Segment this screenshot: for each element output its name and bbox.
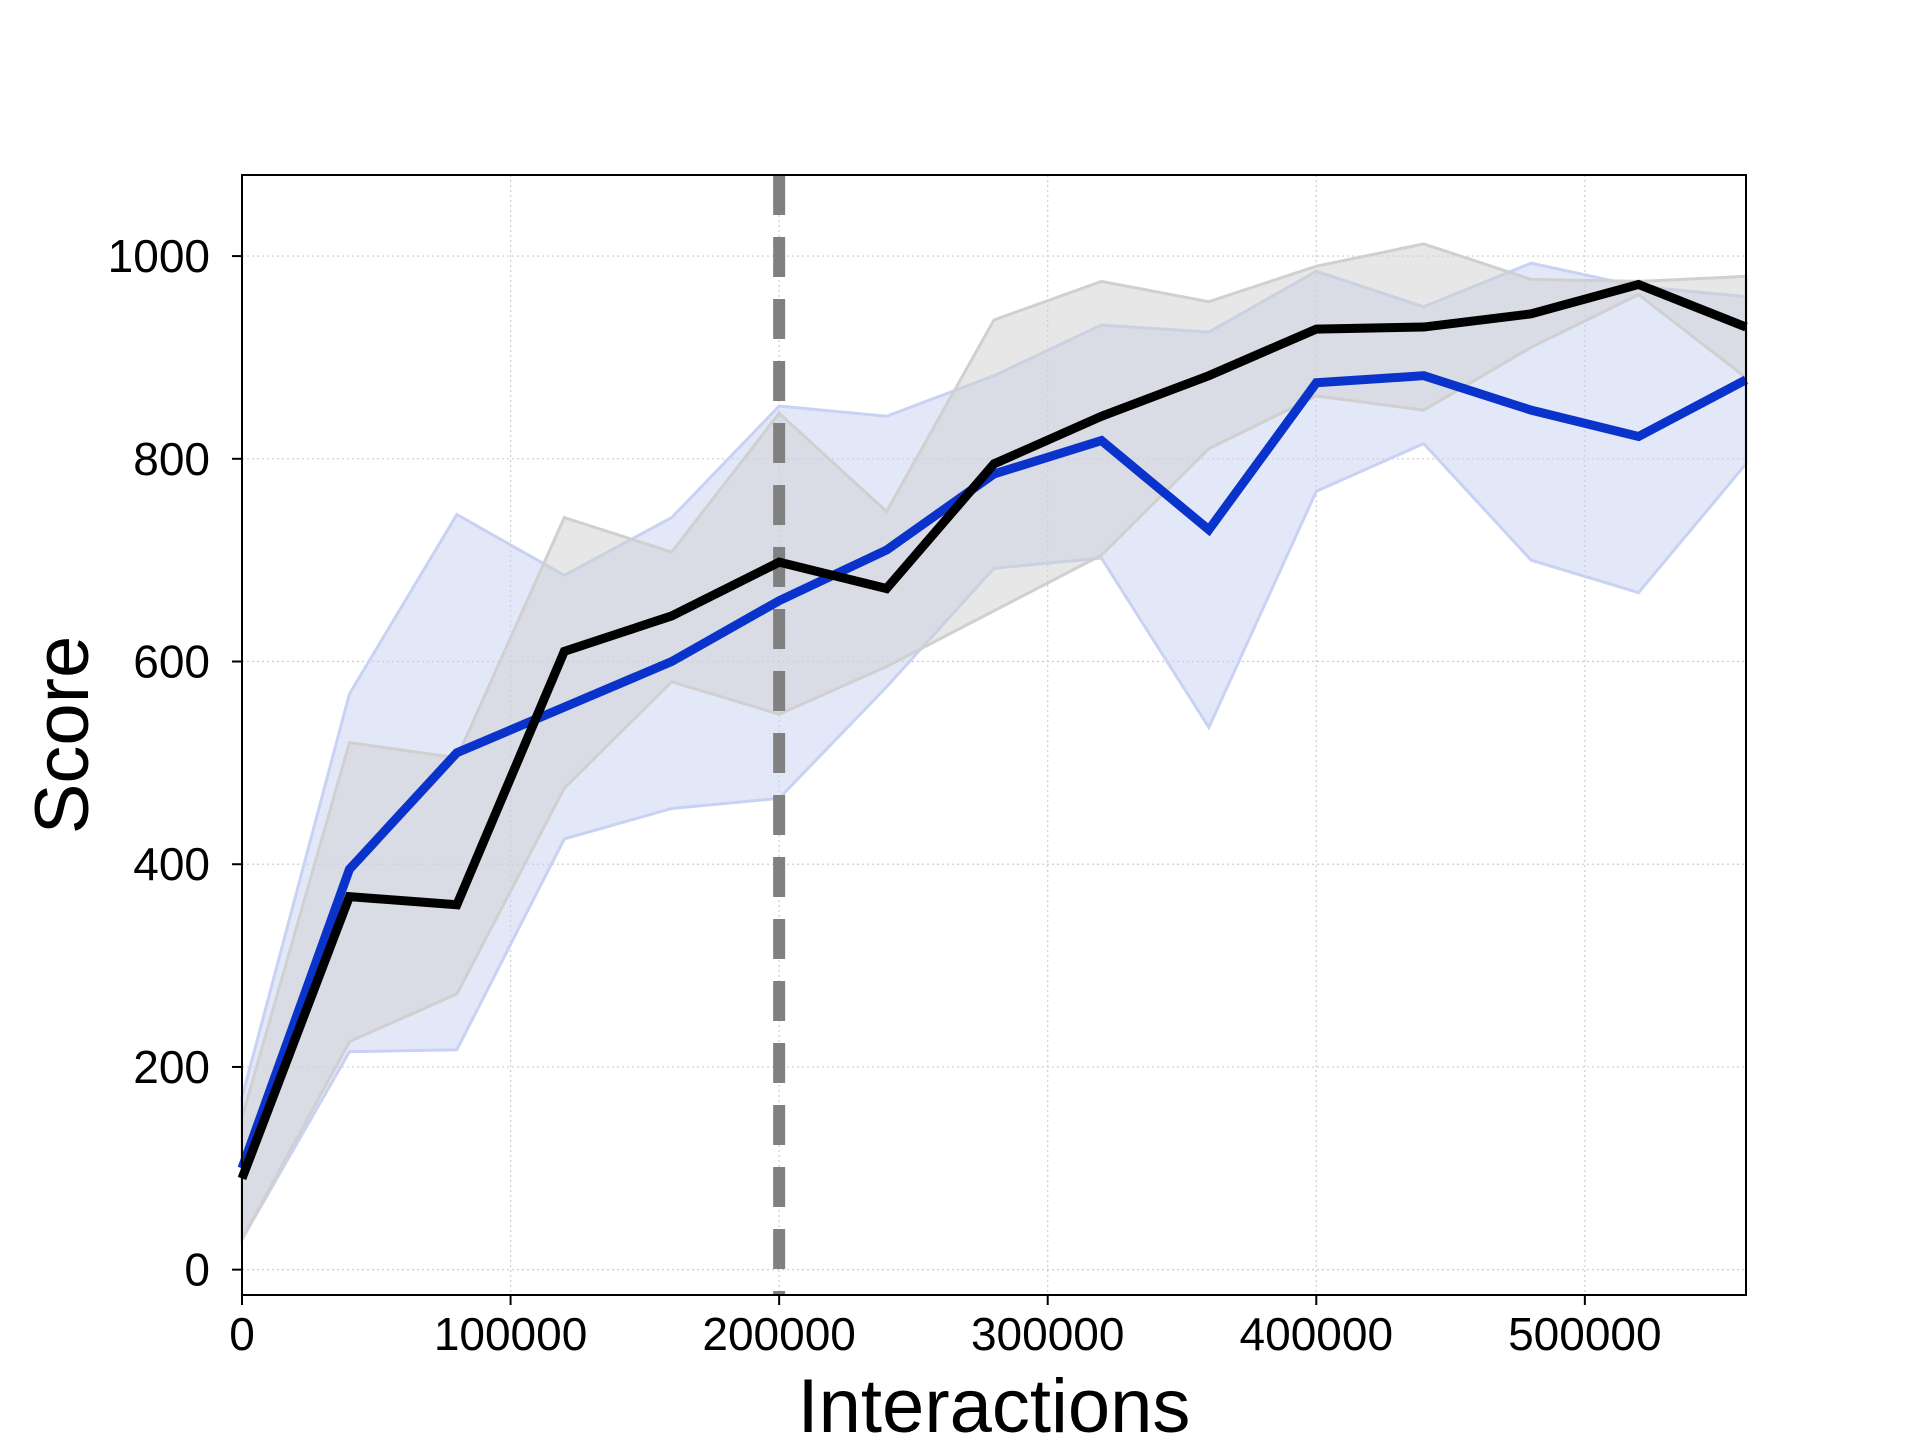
x-tick-label-3: 300000: [971, 1308, 1125, 1360]
y-tick-label-3: 600: [133, 636, 210, 688]
y-tick-label-5: 1000: [108, 230, 210, 282]
series-0-line: [237, 371, 1749, 1170]
x-tick-label-4: 400000: [1240, 1308, 1394, 1360]
x-tick-label-2: 200000: [702, 1308, 856, 1360]
y-tick-label-1: 200: [133, 1041, 210, 1093]
x-tick-label-0: 0: [229, 1308, 255, 1360]
x-axis-label: Interactions: [798, 1364, 1191, 1440]
x-tick-label-1: 100000: [434, 1308, 588, 1360]
y-tick-label-0: 0: [184, 1244, 210, 1296]
series-1-line: [237, 279, 1748, 1181]
series-lines: [237, 279, 1749, 1181]
y-tick-label-4: 800: [133, 433, 210, 485]
y-axis-label: Score: [20, 636, 105, 835]
x-tick-label-5: 500000: [1508, 1308, 1662, 1360]
y-tick-label-2: 400: [133, 838, 210, 890]
ticks: 0 100000 200000 300000 400000 500000 0 200 400 60…: [108, 230, 1662, 1360]
plot-frame: [241, 174, 1747, 1296]
